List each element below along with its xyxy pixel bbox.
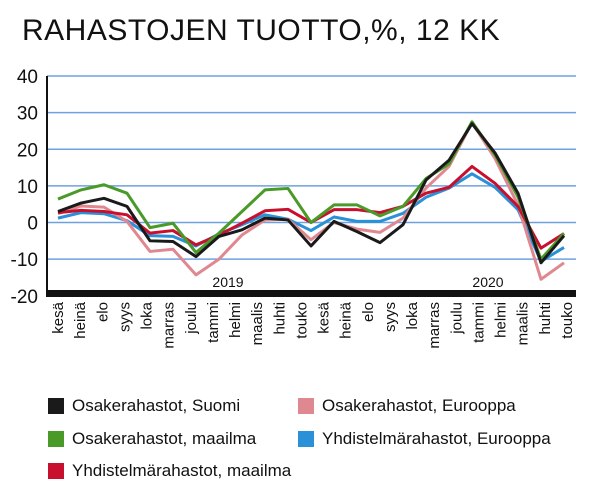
x-tick-label: kesä xyxy=(316,301,333,333)
legend-label: Osakerahastot, Suomi xyxy=(72,396,241,415)
legend-label: Yhdistelmärahastot, Eurooppa xyxy=(322,429,551,448)
x-tick-label: heinä xyxy=(338,301,355,338)
legend-item: Osakerahastot, maailma xyxy=(48,429,256,449)
x-tick-label: maalis xyxy=(515,302,532,345)
x-tick-label: huhti xyxy=(271,302,288,335)
series-line-yhdistelmärahastot-maailma xyxy=(57,164,565,250)
legend-item: Yhdistelmärahastot, Eurooppa xyxy=(298,429,551,449)
legend-item: Osakerahastot, Suomi xyxy=(48,396,240,416)
legend-swatch xyxy=(298,431,314,447)
x-tick-label: marras xyxy=(161,302,178,349)
legend-item: Osakerahastot, Eurooppa xyxy=(298,396,516,416)
x-tick-label: touko xyxy=(293,302,310,339)
x-tick-label: maalis xyxy=(249,302,266,345)
year-label: 2019 xyxy=(212,274,243,290)
y-tick-label: 30 xyxy=(17,104,38,125)
legend-swatch xyxy=(48,431,64,447)
x-tick-label: helmi xyxy=(493,302,510,338)
y-tick-label: 40 xyxy=(17,67,38,88)
x-tick-label: heinä xyxy=(72,301,89,338)
x-tick-label: joulu xyxy=(183,302,200,335)
x-tick-label: syys xyxy=(382,302,399,332)
y-tick-label: 20 xyxy=(17,140,38,161)
legend-item: Yhdistelmärahastot, maailma xyxy=(48,461,291,481)
x-axis xyxy=(46,290,576,297)
y-tick-label: -10 xyxy=(11,250,38,271)
legend-swatch xyxy=(298,398,314,414)
legend-label: Yhdistelmärahastot, maailma xyxy=(72,461,292,480)
x-tick-label: loka xyxy=(404,301,421,329)
y-tick-label: -20 xyxy=(11,287,38,308)
x-tick-label: elo xyxy=(360,302,377,322)
x-tick-label: marras xyxy=(426,302,443,349)
legend-swatch xyxy=(48,463,64,479)
x-tick-label: elo xyxy=(94,302,111,322)
year-label: 2020 xyxy=(472,274,503,290)
x-tick-label: helmi xyxy=(227,302,244,338)
x-tick-label: joulu xyxy=(448,302,465,335)
x-tick-label: kesä xyxy=(50,301,67,333)
legend-label: Osakerahastot, Eurooppa xyxy=(322,396,516,415)
x-tick-label: syys xyxy=(116,302,133,332)
legend-label: Osakerahastot, maailma xyxy=(72,429,257,448)
x-tick-label: loka xyxy=(139,301,156,329)
series-line-osakerahastot-suomi xyxy=(57,122,566,265)
x-tick-label: huhti xyxy=(537,302,554,335)
x-tick-label: tammi xyxy=(470,302,487,343)
y-tick-label: 10 xyxy=(17,177,38,198)
y-tick-label: 0 xyxy=(27,214,38,235)
x-tick-label: touko xyxy=(559,302,576,339)
chart-title: RAHASTOJEN TUOTTO,%, 12 KK xyxy=(22,14,501,47)
legend-swatch xyxy=(48,398,64,414)
x-tick-label: tammi xyxy=(205,302,222,343)
